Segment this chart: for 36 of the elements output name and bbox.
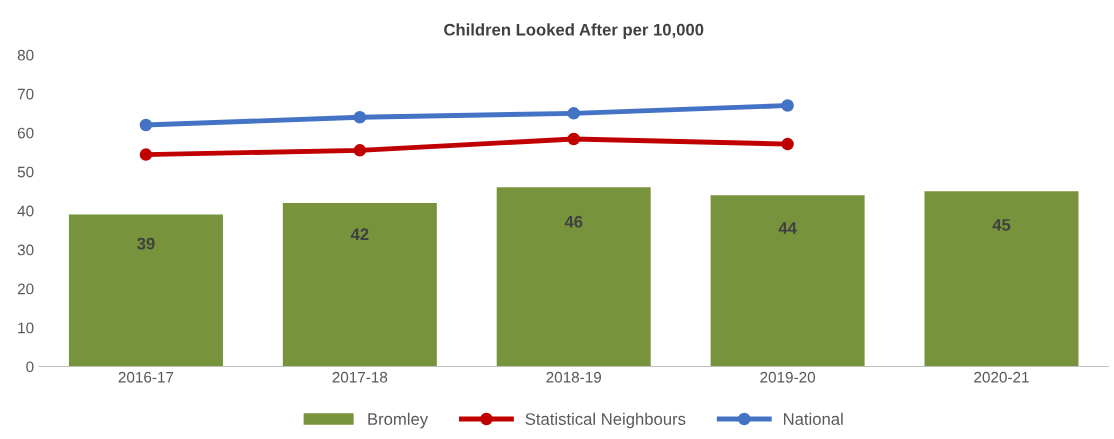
bar — [68, 214, 223, 367]
x-tick-label: 2017-18 — [332, 371, 388, 383]
y-tick-label: 30 — [17, 244, 34, 256]
x-tick-label: 2020-21 — [974, 371, 1029, 383]
point — [567, 107, 580, 120]
chart-title: Children Looked After per 10,000 — [444, 23, 704, 39]
bar — [282, 202, 437, 367]
legend-label: Statistical Neighbours — [525, 412, 686, 429]
y-tick-label: 10 — [18, 322, 34, 334]
point — [567, 132, 580, 146]
y-tick-label: 70 — [17, 88, 34, 100]
data-label: 42 — [350, 228, 369, 240]
data-label: 45 — [992, 219, 1011, 231]
legend-label: National — [783, 412, 843, 425]
y-tick-label: 80 — [17, 49, 34, 61]
bar — [924, 191, 1079, 367]
y-tick-label: 40 — [17, 205, 34, 217]
point — [139, 148, 153, 161]
y-tick-label: 50 — [17, 166, 34, 178]
y-tick-label: 60 — [17, 127, 34, 139]
point — [139, 118, 153, 132]
point — [781, 137, 794, 151]
point — [781, 99, 794, 112]
point — [353, 110, 367, 124]
x-tick-label: 2018-19 — [546, 371, 602, 383]
x-tick-label: 2016-17 — [118, 371, 174, 383]
data-label: 39 — [137, 237, 155, 250]
bar — [496, 187, 651, 367]
bar — [710, 195, 865, 367]
x-tick-label: 2019-20 — [760, 371, 816, 383]
data-label: 46 — [564, 215, 583, 228]
point — [353, 144, 367, 157]
data-label: 44 — [778, 222, 797, 234]
y-tick-label: 0 — [26, 361, 34, 373]
y-tick-label: 20 — [17, 283, 34, 295]
legend-label: Bromley — [368, 412, 429, 429]
